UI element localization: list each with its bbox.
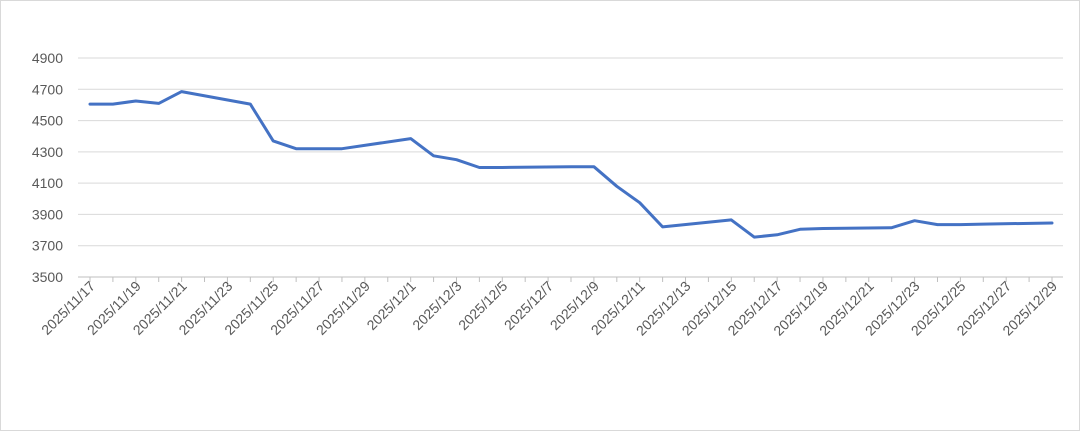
y-tick-label: 4500 — [32, 113, 63, 129]
x-axis-tick-labels: 2025/11/172025/11/192025/11/212025/11/23… — [38, 278, 1060, 339]
series-line — [88, 90, 1054, 239]
y-tick-label: 4100 — [32, 175, 63, 191]
y-axis-tick-labels: 3500 3700 3900 4100 4300 4500 4700 4900 — [32, 50, 63, 285]
y-tick-label: 3900 — [32, 206, 63, 222]
x-tick-label: 2025/12/5 — [455, 278, 511, 334]
x-tick-label: 2025/12/3 — [409, 278, 465, 334]
y-tick-label: 3700 — [32, 238, 63, 254]
series-group — [88, 90, 1054, 239]
x-tick-label: 2025/12/7 — [501, 278, 557, 334]
y-tick-label: 4300 — [32, 144, 63, 160]
y-tick-label: 4700 — [32, 81, 63, 97]
y-tick-label: 4900 — [32, 50, 63, 66]
grid-lines — [78, 57, 1063, 247]
x-tick-label: 2025/12/1 — [363, 278, 419, 334]
y-tick-label: 3500 — [32, 269, 63, 285]
x-axis — [78, 276, 1063, 282]
